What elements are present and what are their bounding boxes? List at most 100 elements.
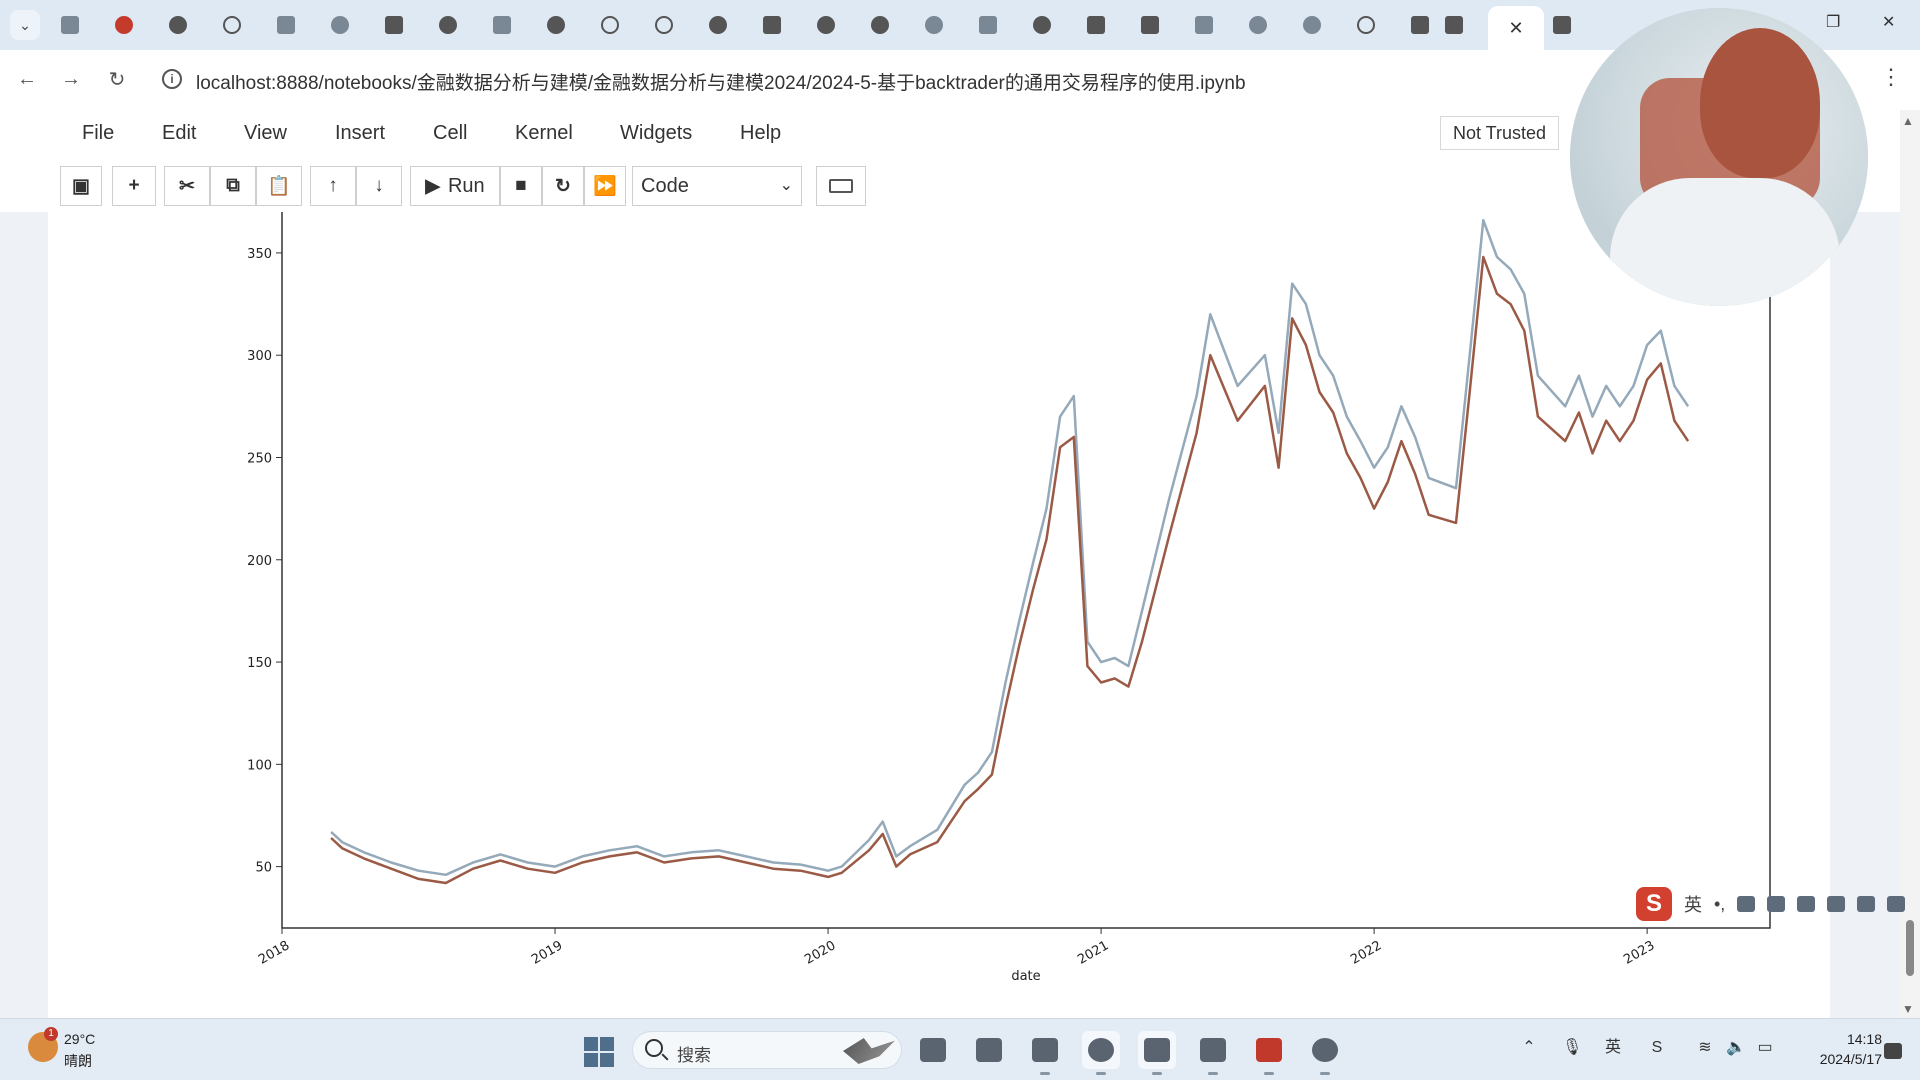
stop-icon: ■ — [515, 175, 527, 196]
browser-tab[interactable] — [704, 11, 732, 39]
clock-date[interactable]: 2024/5/17 — [1819, 1051, 1882, 1067]
taskbar-app[interactable] — [914, 1031, 952, 1069]
tray-wifi-icon[interactable]: ≋ — [1698, 1039, 1712, 1056]
sphere-favicon-icon — [1249, 16, 1267, 34]
tray-volume-icon[interactable]: 🔈 — [1726, 1039, 1746, 1056]
cut-button[interactable]: ✂ — [164, 166, 210, 206]
taskbar-app-chrome[interactable] — [1082, 1031, 1120, 1075]
browser-tab[interactable] — [650, 11, 678, 39]
run-all-button[interactable]: ⏩ — [584, 166, 626, 206]
tray-ime-icon[interactable]: 英 — [1604, 1039, 1621, 1056]
trust-status-button[interactable]: Not Trusted — [1440, 116, 1560, 150]
browser-tab[interactable] — [1028, 11, 1056, 39]
browser-menu-icon[interactable]: ⋮ — [1880, 64, 1902, 89]
browser-tab[interactable] — [596, 11, 624, 39]
menu-file[interactable]: File — [82, 122, 115, 144]
clock-time[interactable]: 14:18 — [1846, 1031, 1882, 1047]
menu-kernel[interactable]: Kernel — [515, 122, 573, 144]
microphone-icon[interactable] — [1737, 896, 1756, 912]
browser-tab[interactable] — [1440, 11, 1468, 39]
keyboard-shortcuts-button[interactable] — [816, 166, 866, 206]
tray-microphone-icon[interactable]: 🎙 — [1562, 1039, 1583, 1056]
forward-arrow-icon[interactable]: → — [61, 67, 81, 90]
tray-chevron-up-icon[interactable]: ⌃ — [1522, 1039, 1536, 1056]
menu-edit[interactable]: Edit — [162, 122, 197, 144]
ime-language-icon[interactable]: 英 — [1684, 895, 1702, 915]
omnibox[interactable]: i localhost:8888/notebooks/金融数据分析与建模/金融数… — [150, 58, 1850, 100]
skin-icon[interactable] — [1797, 896, 1816, 912]
settings-gear-icon[interactable] — [1887, 896, 1906, 912]
browser-tab[interactable] — [920, 11, 948, 39]
menu-widgets[interactable]: Widgets — [620, 122, 693, 144]
game-icon[interactable] — [1827, 896, 1846, 912]
ime-toolbar: S 英 •, — [1636, 884, 1906, 924]
browser-tab[interactable] — [272, 11, 300, 39]
search-icon — [645, 1039, 663, 1057]
browser-tab[interactable] — [1548, 11, 1576, 39]
taskbar-app[interactable] — [1026, 1031, 1064, 1075]
browser-tab[interactable] — [218, 11, 246, 39]
browser-tab[interactable] — [1298, 11, 1326, 39]
keyboard-icon[interactable] — [1767, 896, 1786, 912]
browser-tab[interactable] — [1244, 11, 1272, 39]
move-up-button[interactable]: ↑ — [310, 166, 356, 206]
browser-tab[interactable] — [758, 11, 786, 39]
scrollbar-thumb[interactable] — [1906, 920, 1914, 976]
sogou-logo-icon[interactable]: S — [1636, 887, 1672, 921]
scroll-up-icon[interactable]: ▲ — [1902, 114, 1914, 128]
taskbar-app[interactable] — [1138, 1031, 1176, 1075]
browser-tab[interactable] — [812, 11, 840, 39]
browser-tab[interactable] — [974, 11, 1002, 39]
browser-tab[interactable] — [326, 11, 354, 39]
move-down-button[interactable]: ↓ — [356, 166, 402, 206]
reload-icon[interactable]: ↻ — [108, 68, 126, 91]
browser-tab[interactable] — [1190, 11, 1218, 39]
paste-button[interactable]: 📋 — [256, 166, 302, 206]
browser-tab[interactable] — [56, 11, 84, 39]
browser-tab[interactable] — [488, 11, 516, 39]
browser-tab[interactable] — [110, 11, 138, 39]
browser-tab[interactable] — [1352, 11, 1380, 39]
browser-tab[interactable] — [1136, 11, 1164, 39]
restart-button[interactable]: ↻ — [542, 166, 584, 206]
back-arrow-icon[interactable]: ← — [17, 67, 37, 90]
browser-tab[interactable] — [434, 11, 462, 39]
tray-battery-icon[interactable]: ▭ — [1757, 1039, 1773, 1056]
browser-tab[interactable] — [380, 11, 408, 39]
browser-tab[interactable] — [542, 11, 570, 39]
active-browser-tab[interactable]: ✕ — [1488, 6, 1544, 50]
site-info-icon[interactable]: i — [162, 69, 182, 89]
menu-insert[interactable]: Insert — [335, 122, 386, 144]
recorder-icon — [1312, 1038, 1338, 1062]
browser-tab[interactable] — [1082, 11, 1110, 39]
c-favicon-icon — [1087, 16, 1105, 34]
taskbar-app[interactable] — [1306, 1031, 1344, 1075]
menu-view[interactable]: View — [244, 122, 287, 144]
browser-tab[interactable] — [164, 11, 192, 39]
browser-tab[interactable] — [866, 11, 894, 39]
tab-search-chevron-icon[interactable]: ⌄ — [10, 10, 40, 40]
browser-tab[interactable] — [1406, 11, 1434, 39]
cell-type-select[interactable]: Code ⌄ — [632, 166, 802, 206]
page-scrollbar[interactable] — [1900, 110, 1920, 1018]
save-button[interactable]: ▣ — [60, 166, 102, 206]
scroll-down-icon[interactable]: ▼ — [1902, 1002, 1914, 1016]
close-tab-icon[interactable]: ✕ — [1508, 17, 1524, 38]
interrupt-button[interactable]: ■ — [500, 166, 542, 206]
close-window-icon[interactable]: ✕ — [1882, 14, 1896, 31]
run-button[interactable]: ▶ Run — [410, 166, 500, 206]
taskbar-app[interactable] — [1194, 1031, 1232, 1075]
tray-sogou-icon[interactable]: S — [1651, 1039, 1663, 1056]
notification-icon[interactable] — [1884, 1043, 1902, 1059]
taskbar-app[interactable] — [1250, 1031, 1288, 1075]
url-text[interactable]: localhost:8888/notebooks/金融数据分析与建模/金融数据分… — [196, 73, 1246, 94]
taskbar-app[interactable] — [970, 1031, 1008, 1069]
menu-help[interactable]: Help — [740, 122, 782, 144]
start-windows-icon[interactable] — [584, 1037, 614, 1067]
grid-icon[interactable] — [1857, 896, 1876, 912]
insert-cell-button[interactable]: + — [112, 166, 156, 206]
taskbar-search-box[interactable]: 搜索 — [632, 1031, 902, 1069]
ime-punctuation-icon[interactable]: •, — [1714, 893, 1726, 914]
menu-cell[interactable]: Cell — [433, 122, 468, 144]
copy-button[interactable]: ⧉ — [210, 166, 256, 206]
